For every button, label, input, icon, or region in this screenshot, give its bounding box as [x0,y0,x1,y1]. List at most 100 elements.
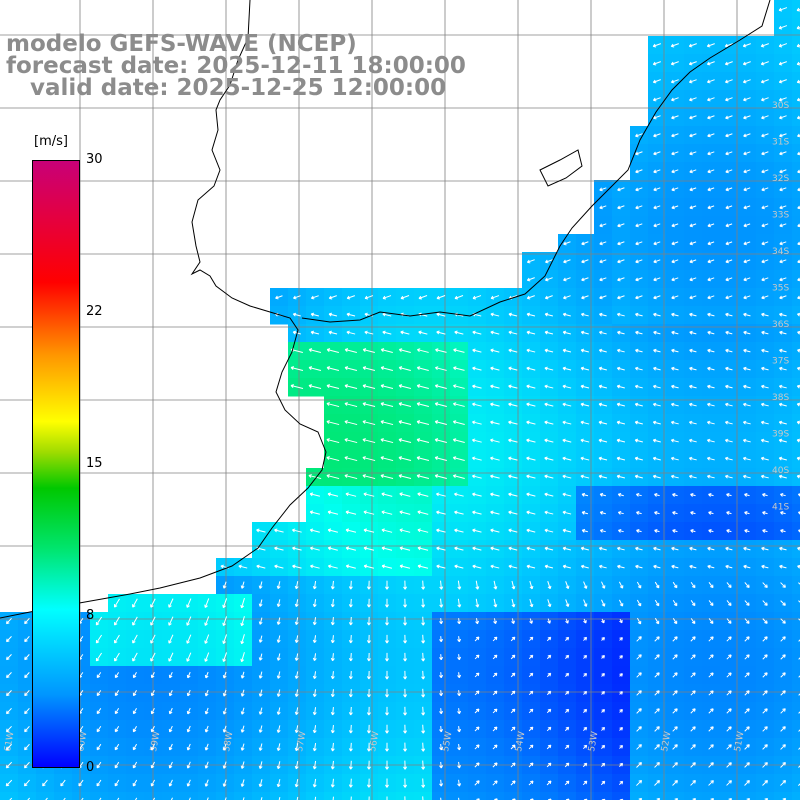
wind-speed-cell [0,792,19,800]
wind-arrow [634,456,643,461]
wind-arrow [726,762,732,768]
longitude-label: 54W [514,731,527,753]
wind-arrow [472,420,482,425]
wind-arrow [416,438,430,444]
wind-arrow [598,420,608,425]
wind-arrow [204,707,209,715]
wind-arrow [492,672,498,678]
wind-arrow [636,617,642,625]
latitude-label: 41S [772,503,789,513]
wind-arrow [490,492,500,497]
wind-speed-cell [792,522,800,541]
wind-arrow [563,241,571,246]
wind-speed-cell [324,792,343,800]
wind-arrow [434,420,447,425]
wind-arrow [23,761,30,769]
wind-arrow [654,617,660,625]
wind-arrow [742,456,751,461]
wind-arrow [508,492,518,497]
wind-arrow [653,564,661,569]
wind-arrow [529,618,533,624]
wind-arrow [780,690,786,696]
wind-arrow [743,330,751,335]
wind-arrow [601,581,606,589]
wind-arrow [452,456,465,461]
wind-arrow [690,600,696,607]
wind-arrow [150,598,156,608]
wind-arrow [385,652,389,662]
wind-arrow [688,79,697,84]
wind-arrow [382,295,392,300]
wind-arrow [617,510,624,515]
wind-arrow [132,598,138,608]
wind-arrow [362,456,376,462]
wind-arrow [508,384,518,389]
wind-arrow [204,634,210,644]
wind-arrow [565,618,569,624]
wind-arrow [452,474,465,479]
wind-arrow [619,655,623,659]
wind-arrow [474,690,480,696]
wind-arrow [743,115,751,120]
wind-arrow [708,636,714,642]
wind-arrow [385,688,389,698]
wind-arrow [348,653,353,662]
wind-arrow [762,690,768,696]
wind-arrow [545,259,553,264]
wind-arrow [96,672,102,679]
wind-arrow [598,438,608,443]
wind-arrow [275,295,283,300]
wind-arrow [544,277,553,282]
wind-arrow [312,580,317,590]
wind-arrow [204,725,209,733]
wind-speed-cell [792,342,800,361]
wind-arrow [398,420,412,426]
wind-arrow [526,510,536,515]
wind-arrow [186,598,192,608]
wind-arrow [99,797,102,800]
wind-arrow [276,761,281,770]
wind-arrow [778,420,787,425]
wind-arrow [326,474,340,480]
wind-arrow [312,760,317,770]
wind-arrow [312,707,317,716]
wind-arrow [743,366,751,371]
wind-arrow [689,564,697,569]
wind-arrow [689,115,697,120]
wind-arrow [276,671,281,679]
wind-arrow [457,580,462,590]
wind-arrow [619,709,623,713]
wind-arrow [274,546,284,551]
wind-arrow [508,312,518,317]
latitude-label: 40S [772,466,789,476]
wind-arrow [310,564,320,569]
wind-arrow [546,762,552,768]
wind-arrow [562,420,572,425]
wind-arrow [114,779,120,787]
wind-arrow [580,474,590,479]
wind-arrow [583,726,588,731]
wind-arrow [528,690,534,696]
wind-arrow [276,779,281,788]
colorbar-label-0: 0 [86,760,95,775]
wind-arrow [797,205,800,210]
wind-arrow [672,672,678,678]
wind-arrow [616,420,626,425]
wind-arrow [403,616,408,626]
wind-arrow [635,546,643,551]
wind-arrow [380,384,394,390]
wind-speed-cell [792,702,800,721]
wind-arrow [743,187,751,192]
wind-arrow [634,384,643,389]
wind-arrow [363,492,375,497]
wind-arrow [240,743,245,751]
wind-arrow [493,580,498,590]
wind-arrow [725,223,733,228]
wind-arrow [386,796,388,800]
wind-arrow [385,724,389,734]
wind-arrow [582,762,588,768]
colorbar-label-15: 15 [86,456,103,471]
wind-arrow [762,780,768,786]
wind-arrow [150,743,155,751]
wind-arrow [5,743,12,751]
